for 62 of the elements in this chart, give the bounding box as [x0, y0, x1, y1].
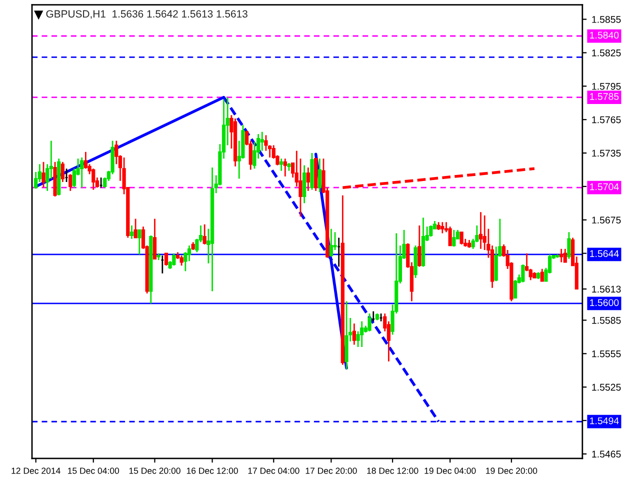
candlestick: [80, 156, 84, 188]
x-tick-label: 15 Dec 04:00: [68, 468, 120, 474]
candlestick: [280, 158, 284, 172]
candlestick: [318, 158, 322, 193]
ref-line-label: 1.5704: [590, 183, 619, 190]
candlestick: [152, 218, 157, 260]
x-tick-label: 17 Dec 20:00: [306, 468, 357, 474]
candlestick: [452, 229, 456, 248]
candlestick: [563, 248, 567, 263]
candlestick: [567, 231, 571, 260]
x-tick-label: 19 Dec 20:00: [486, 468, 538, 474]
ref-line-label: 1.5644: [590, 250, 619, 258]
y-tick-label: 1.5795: [592, 82, 621, 90]
ref-line-label: 1.5840: [590, 32, 619, 39]
ref-line-label: 1.5600: [590, 299, 619, 306]
candlestick: [42, 161, 46, 188]
candlestick: [368, 312, 372, 332]
candlestick: [560, 248, 564, 263]
y-tick-label: 1.5465: [592, 450, 621, 458]
candlestick: [172, 252, 176, 266]
candlestick: [478, 211, 483, 250]
y-tick-label: 1.5525: [592, 384, 621, 391]
candlestick: [138, 229, 142, 256]
ref-line-label: 1.5785: [590, 93, 619, 100]
candlestick: [352, 322, 356, 346]
ref-line-label: 1.5494: [590, 417, 619, 424]
candlestick: [329, 228, 333, 258]
y-tick-label: 1.5855: [592, 16, 621, 23]
candlestick: [180, 254, 184, 266]
x-tick-label: 16 Dec 12:00: [186, 468, 238, 474]
y-tick-label: 1.5555: [592, 350, 621, 358]
candlestick: [460, 231, 464, 246]
candlestick: [130, 224, 134, 240]
candlestick: [429, 224, 433, 238]
y-tick-label: 1.5825: [592, 49, 621, 56]
x-tick-label: 17 Dec 04:00: [248, 468, 300, 474]
candlestick: [540, 268, 544, 282]
candlestick: [283, 158, 287, 178]
x-tick-label: 12 Dec 2014: [12, 468, 60, 474]
candlestick: [448, 226, 452, 246]
candlestick: [260, 131, 264, 152]
x-tick-label: 18 Dec 12:00: [367, 468, 418, 474]
candlestick: [360, 320, 364, 348]
y-tick-label: 1.5735: [592, 150, 621, 157]
x-tick-label: 19 Dec 04:00: [424, 468, 476, 474]
candlestick: [418, 224, 422, 268]
x-tick-label: 15 Dec 20:00: [129, 468, 180, 474]
y-tick-label: 1.5675: [592, 216, 621, 224]
y-tick-label: 1.5585: [592, 316, 621, 324]
candlestick: [60, 161, 64, 183]
candlestick: [306, 166, 310, 192]
candlestick: [92, 168, 96, 190]
candlestick: [134, 218, 138, 238]
candlestick: [202, 224, 206, 246]
chart-title: GBPUSD,H1 1.5636 1.5642 1.5613 1.5613: [46, 10, 248, 19]
y-tick-label: 1.5613: [592, 286, 621, 293]
y-tick-label: 1.5765: [592, 116, 621, 124]
candlestick: [164, 252, 168, 266]
candlestick: [302, 164, 306, 204]
candlestick: [68, 174, 72, 192]
candlestick: [440, 221, 444, 234]
candlestick: [521, 264, 525, 284]
